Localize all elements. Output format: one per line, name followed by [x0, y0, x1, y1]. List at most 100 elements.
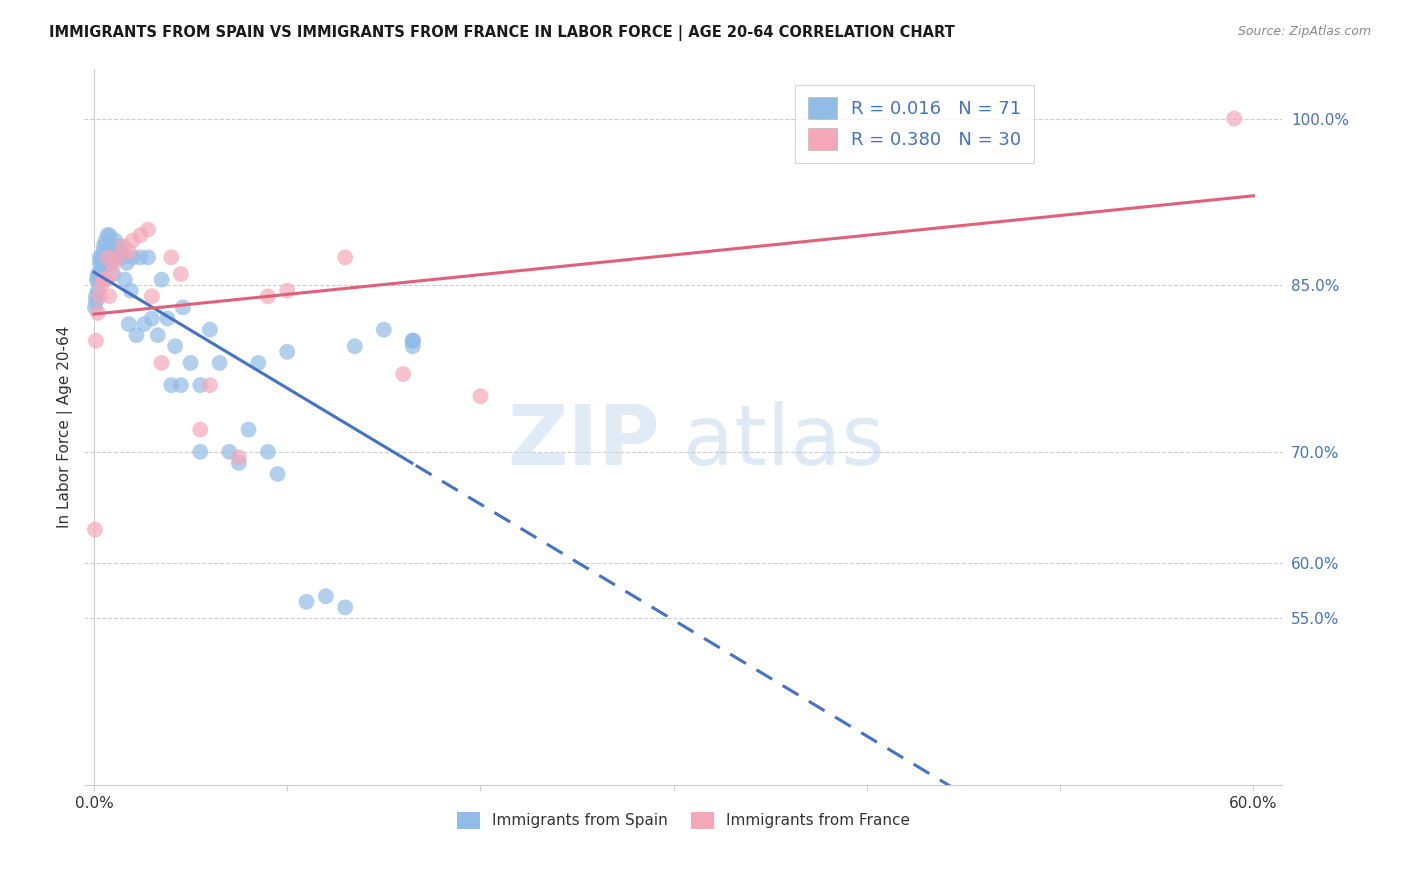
Point [125, 328, 148, 343]
Legend: Immigrants from Spain, Immigrants from France: Immigrants from Spain, Immigrants from F… [451, 805, 915, 835]
Point [105, 251, 128, 265]
Point [108, 239, 131, 253]
Point [87, 284, 110, 298]
Point [266, 467, 288, 481]
Point [146, 328, 169, 343]
Point [208, 356, 231, 370]
Point [90, 278, 112, 293]
Point [93, 256, 115, 270]
Point [89, 251, 111, 265]
Point [228, 450, 250, 465]
Point [93, 272, 115, 286]
Point [115, 256, 138, 270]
Point [150, 356, 173, 370]
Point [141, 311, 163, 326]
Point [172, 301, 194, 315]
Point [218, 445, 240, 459]
Point [160, 251, 183, 265]
Point [110, 244, 132, 259]
Point [100, 239, 122, 253]
Point [198, 378, 221, 392]
Point [86, 272, 108, 286]
Point [98, 228, 121, 243]
Point [188, 378, 211, 392]
Point [96, 244, 118, 259]
Text: ZIP: ZIP [508, 401, 659, 482]
Point [100, 256, 122, 270]
Point [87, 267, 110, 281]
Point [104, 234, 127, 248]
Point [160, 378, 183, 392]
Point [118, 317, 141, 331]
Point [335, 600, 357, 615]
Point [94, 251, 117, 265]
Point [90, 251, 112, 265]
Point [111, 251, 134, 265]
Point [1223, 112, 1246, 126]
Point [96, 251, 118, 265]
Point [188, 445, 211, 459]
Text: Source: ZipAtlas.com: Source: ZipAtlas.com [1237, 25, 1371, 38]
Point [156, 311, 179, 326]
Point [105, 251, 128, 265]
Point [96, 228, 118, 243]
Point [136, 222, 159, 236]
Point [238, 423, 260, 437]
Point [402, 334, 425, 348]
Point [134, 317, 156, 331]
Point [170, 378, 193, 392]
Point [129, 251, 152, 265]
Point [98, 289, 121, 303]
Point [87, 306, 110, 320]
Point [136, 251, 159, 265]
Point [100, 267, 122, 281]
Point [84, 334, 107, 348]
Point [121, 251, 143, 265]
Point [170, 267, 193, 281]
Point [315, 589, 337, 603]
Point [150, 272, 173, 286]
Point [84, 523, 107, 537]
Point [84, 289, 107, 303]
Text: IMMIGRANTS FROM SPAIN VS IMMIGRANTS FROM FRANCE IN LABOR FORCE | AGE 20-64 CORRE: IMMIGRANTS FROM SPAIN VS IMMIGRANTS FROM… [49, 25, 955, 41]
Point [180, 356, 202, 370]
Point [89, 267, 111, 281]
Point [90, 261, 112, 276]
Y-axis label: In Labor Force | Age 20-64: In Labor Force | Age 20-64 [58, 326, 73, 528]
Point [103, 267, 125, 281]
Point [257, 445, 280, 459]
Point [129, 228, 152, 243]
Point [276, 344, 298, 359]
Point [198, 323, 221, 337]
Point [103, 256, 125, 270]
Point [111, 239, 134, 253]
Point [247, 356, 270, 370]
Point [93, 239, 115, 253]
Point [165, 339, 187, 353]
Point [120, 284, 142, 298]
Point [402, 334, 425, 348]
Point [295, 595, 318, 609]
Point [89, 256, 111, 270]
Point [94, 272, 117, 286]
Point [402, 339, 425, 353]
Point [141, 289, 163, 303]
Point [402, 334, 425, 348]
Point [228, 456, 250, 470]
Point [84, 301, 107, 315]
Point [276, 284, 298, 298]
Point [257, 289, 280, 303]
Point [84, 294, 107, 309]
Point [114, 272, 136, 286]
Point [87, 272, 110, 286]
Point [90, 267, 112, 281]
Point [93, 261, 115, 276]
Point [188, 423, 211, 437]
Point [373, 323, 395, 337]
Point [98, 251, 121, 265]
Point [118, 244, 141, 259]
Point [103, 244, 125, 259]
Text: atlas: atlas [683, 401, 886, 482]
Point [93, 244, 115, 259]
Point [392, 367, 415, 381]
